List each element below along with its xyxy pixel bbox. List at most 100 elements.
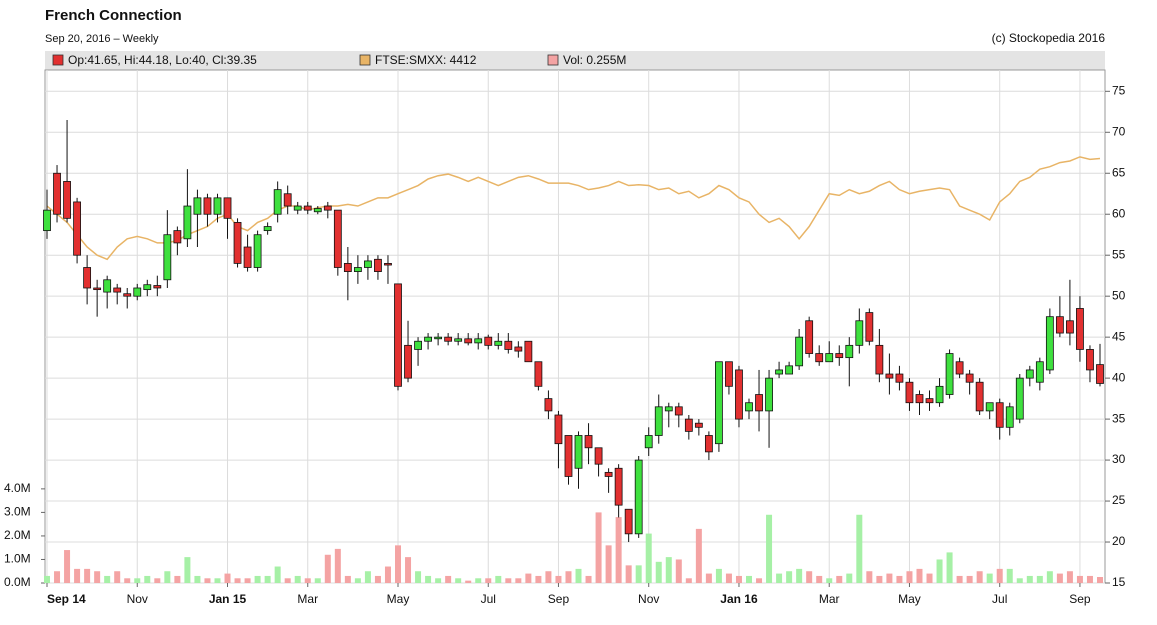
volume-bar [746, 575, 752, 583]
volume-bar [324, 554, 331, 583]
volume-bar [1056, 573, 1063, 583]
y-tick-label: 40 [1112, 370, 1126, 384]
volume-bar [174, 575, 181, 583]
volume-bar [725, 573, 732, 583]
candle-body [825, 353, 834, 363]
volume-bar [665, 557, 672, 583]
volume-bar [535, 575, 542, 583]
candle-body [664, 406, 673, 412]
volume-bar [906, 571, 913, 583]
x-tick-label: Jul [481, 592, 496, 606]
y-tick-label: 20 [1112, 534, 1126, 548]
volume-bar [405, 557, 412, 583]
volume-bar [645, 533, 652, 583]
volume-bar [254, 575, 261, 583]
volume-bar [816, 575, 823, 583]
chart-title: French Connection [45, 7, 182, 24]
candle-body [965, 373, 974, 383]
volume-bar [766, 514, 773, 583]
candle-body [464, 338, 473, 344]
volume-bar [1026, 575, 1033, 583]
candle-body [684, 418, 693, 432]
volume-bar [495, 575, 502, 583]
volume-bar [124, 578, 131, 583]
volume-bar [986, 573, 993, 583]
volume-bar [585, 575, 592, 583]
volume-bar [144, 575, 151, 583]
volume-bar [756, 578, 763, 583]
candle-body [745, 402, 753, 412]
candle-body [574, 435, 583, 469]
candle-body [735, 369, 743, 420]
volume-bar [555, 575, 562, 583]
candle-body [554, 414, 563, 445]
candle-body [925, 398, 934, 404]
candle-body [233, 222, 242, 264]
candle-body [293, 205, 302, 211]
candle-body [1035, 361, 1044, 383]
candle-body [323, 205, 332, 211]
volume-bar [234, 578, 241, 583]
candle-body [594, 447, 603, 465]
legend-label: Op:41.65, Hi:44.18, Lo:40, Cl:39.35 [68, 53, 257, 67]
candle-body [975, 381, 984, 412]
volume-bar [445, 575, 452, 583]
volume-bar [946, 552, 953, 583]
volume-bar [204, 578, 211, 583]
candle-body [153, 285, 162, 289]
y-tick-label: 50 [1112, 288, 1126, 302]
volume-bar [314, 578, 321, 583]
volume-bar [926, 573, 933, 583]
candle-body [905, 381, 914, 404]
candle-body [313, 208, 322, 213]
volume-bar [154, 578, 161, 583]
y-tick-label: 55 [1112, 247, 1126, 261]
candle-body [103, 279, 112, 293]
y-tick-label: 65 [1112, 165, 1126, 179]
candle-body [1086, 349, 1094, 371]
candle-body [163, 234, 172, 281]
candle-body [454, 338, 463, 342]
x-tick-label: Mar [297, 592, 318, 606]
x-tick-label: May [898, 592, 921, 606]
candle-body [945, 353, 954, 395]
volume-bar [976, 571, 983, 583]
volume-bar [214, 578, 221, 583]
candle-body [815, 353, 824, 363]
volume-bar [1006, 568, 1013, 583]
candle-body [424, 336, 432, 342]
candle-body [353, 267, 362, 272]
volume-bar [384, 566, 391, 583]
candle-body [1005, 406, 1014, 428]
volume-bar [735, 575, 742, 583]
candle-body [143, 284, 152, 291]
candle-body [785, 365, 794, 375]
candle-body [835, 353, 844, 359]
volume-bar [966, 575, 973, 583]
candle-body [504, 340, 513, 350]
y-tick-label: 75 [1112, 83, 1126, 97]
candle-body [1025, 369, 1034, 379]
volume-bar [836, 575, 843, 583]
candle-body [404, 344, 412, 379]
candle-body [374, 258, 382, 272]
volume-bar [334, 548, 341, 583]
volume-bar [284, 578, 291, 583]
volume-bar [605, 545, 612, 583]
y-tick-label: 60 [1112, 206, 1126, 220]
candle-body [444, 336, 453, 342]
candle-body [564, 435, 573, 477]
volume-bar [545, 571, 552, 583]
y-tick-label: 45 [1112, 329, 1126, 343]
volume-bar [846, 573, 853, 583]
candle-body [694, 422, 703, 428]
x-tick-label: Sep [548, 592, 570, 606]
candle-body [985, 402, 994, 412]
y2-tick-label: 3.0M [4, 505, 31, 519]
volume-bar [1046, 571, 1053, 583]
candle-body [474, 338, 483, 344]
plot-area [44, 69, 1106, 584]
y-tick-label: 70 [1112, 124, 1126, 138]
candle-body [1055, 316, 1064, 334]
